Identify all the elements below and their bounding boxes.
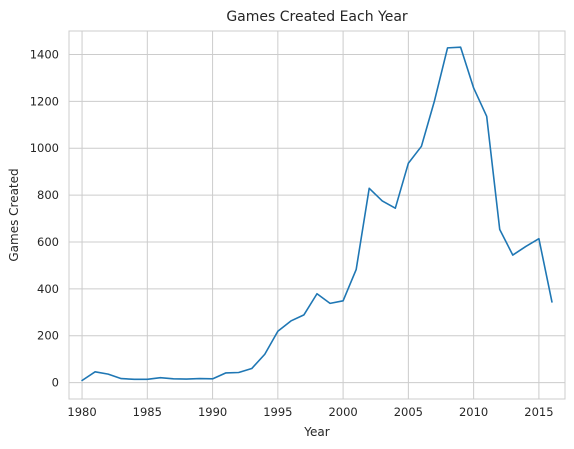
- data-point: [145, 377, 149, 381]
- data-point: [537, 237, 541, 241]
- y-tick-label: 800: [37, 188, 59, 202]
- data-point: [250, 367, 254, 371]
- data-point: [106, 372, 110, 376]
- data-point: [393, 206, 397, 210]
- data-point: [289, 319, 293, 323]
- data-point: [380, 199, 384, 203]
- data-point: [446, 46, 450, 50]
- data-point: [302, 313, 306, 317]
- chart-title: Games Created Each Year: [226, 9, 408, 25]
- x-tick-label: 1995: [263, 405, 292, 419]
- y-tick-label: 1000: [30, 141, 59, 155]
- y-tick-label: 1200: [30, 94, 59, 108]
- x-tick-label: 2005: [394, 405, 423, 419]
- data-point: [198, 377, 202, 381]
- data-point: [158, 376, 162, 380]
- y-tick-label: 200: [37, 329, 59, 343]
- y-axis-label: Games Created: [7, 168, 21, 261]
- data-point: [224, 371, 228, 375]
- x-axis-label: Year: [303, 425, 329, 439]
- data-point: [511, 253, 515, 257]
- data-point: [341, 299, 345, 303]
- data-point: [550, 300, 554, 304]
- data-point: [498, 228, 502, 232]
- x-tick-label: 2010: [459, 405, 488, 419]
- data-point: [263, 352, 267, 356]
- data-point: [237, 371, 241, 375]
- x-tick-label: 2000: [328, 405, 357, 419]
- data-point: [432, 99, 436, 103]
- data-point: [419, 144, 423, 148]
- data-point: [354, 268, 358, 272]
- y-tick-label: 1400: [30, 47, 59, 61]
- x-tick-label: 2015: [524, 405, 553, 419]
- data-point: [524, 244, 528, 248]
- y-tick-label: 400: [37, 282, 59, 296]
- data-point: [184, 377, 188, 381]
- y-tick-label: 0: [52, 376, 59, 390]
- y-axis-ticks: 0 200 400 600 800 1000 1200 1400: [30, 47, 59, 389]
- series-line: [81, 46, 553, 382]
- data-point: [119, 377, 123, 381]
- plot-frame: [68, 30, 566, 400]
- data-points: [80, 45, 554, 382]
- data-point: [171, 377, 175, 381]
- data-point: [276, 329, 280, 333]
- x-axis-ticks: 1980 1985 1990 1995 2000 2005 2010 2015: [67, 405, 553, 419]
- x-tick-label: 1990: [198, 405, 227, 419]
- x-tick-label: 1985: [133, 405, 162, 419]
- data-point: [315, 292, 319, 296]
- data-point: [406, 161, 410, 165]
- data-point: [80, 378, 84, 382]
- x-tick-label: 1980: [67, 405, 96, 419]
- data-point: [459, 45, 463, 49]
- data-point: [472, 86, 476, 90]
- data-point: [367, 186, 371, 190]
- data-point: [485, 114, 489, 118]
- data-point: [93, 370, 97, 374]
- data-point: [211, 377, 215, 381]
- grid: [69, 31, 565, 399]
- data-point: [132, 377, 136, 381]
- y-tick-label: 600: [37, 235, 59, 249]
- data-point: [328, 301, 332, 305]
